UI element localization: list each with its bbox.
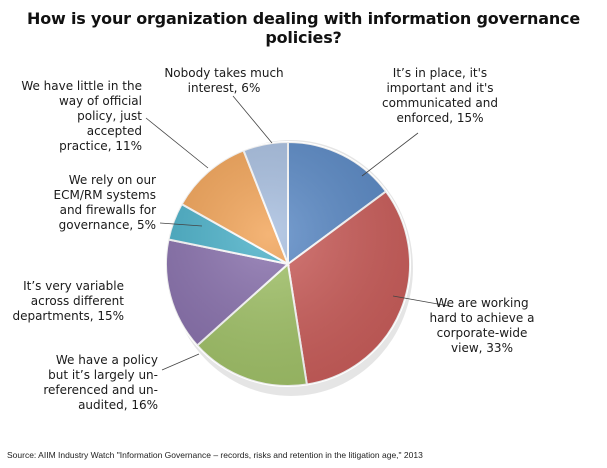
leader-nobody-interest [232, 95, 273, 144]
label-very-variable: It’s very variable across different depa… [12, 279, 124, 323]
leader-have-policy [161, 353, 200, 371]
leader-rely-on-ecm [159, 222, 203, 227]
label-have-a-policy: We have a policy but it’s largely un- re… [43, 353, 158, 412]
source-note: Source: AIIM Industry Watch "Information… [7, 450, 423, 460]
label-in-place: It’s in place, it's important and it's c… [382, 66, 498, 125]
label-little-official-policy: We have little in the way of official po… [21, 79, 142, 153]
leader-working-hard [392, 295, 450, 307]
leader-in-place [361, 132, 419, 177]
label-working-hard: We are working hard to achieve a corpora… [429, 296, 535, 355]
leader-little-official [145, 117, 209, 169]
pie-highlight [166, 142, 410, 386]
chart-title: How is your organization dealing with in… [27, 9, 580, 47]
label-nobody-takes-interest: Nobody takes much interest, 6% [164, 66, 284, 95]
label-rely-on-ecm: We rely on our ECM/RM systems and firewa… [53, 173, 157, 232]
